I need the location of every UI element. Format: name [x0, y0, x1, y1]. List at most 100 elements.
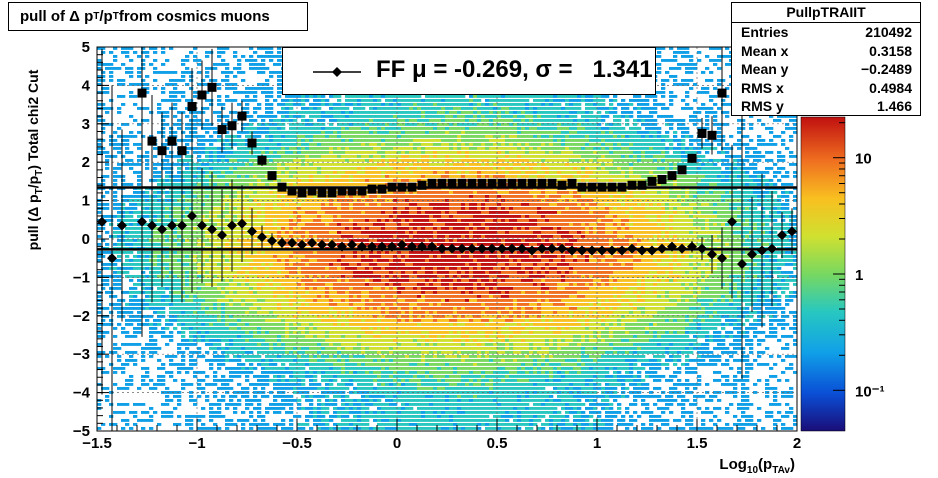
- stats-row-rms-x: RMS x 0.4984: [741, 79, 912, 96]
- sigma-point: [647, 176, 657, 186]
- sigma-point: [277, 182, 287, 192]
- mean-point: [267, 235, 277, 246]
- mean-point: [687, 241, 697, 252]
- sigma-point: [617, 182, 627, 192]
- sigma-point: [457, 178, 467, 188]
- mean-point: [157, 224, 167, 235]
- x-tick-label: 1: [593, 435, 601, 452]
- sigma-point: [427, 178, 437, 188]
- sigma-point: [347, 186, 357, 196]
- mean-point: [357, 241, 367, 252]
- mean-point: [597, 245, 607, 256]
- stats-row-mean-y: Mean y −0.2489: [741, 61, 912, 77]
- mean-point: [577, 245, 587, 256]
- mean-point: [527, 245, 537, 256]
- sigma-point: [227, 121, 237, 131]
- mean-point: [757, 245, 767, 256]
- sigma-point: [447, 178, 457, 188]
- mean-point: [277, 237, 287, 248]
- mean-point: [427, 241, 437, 252]
- sigma-point: [377, 184, 387, 194]
- mean-point: [297, 239, 307, 250]
- mean-point: [627, 243, 637, 254]
- sigma-point: [307, 186, 317, 196]
- y-tick-label: −5: [73, 423, 90, 440]
- sigma-point: [267, 171, 277, 181]
- sigma-point: [407, 182, 417, 192]
- x-tick-label: −1: [188, 435, 205, 452]
- mean-point: [137, 216, 147, 227]
- mean-point: [777, 230, 787, 241]
- sigma-point: [137, 88, 147, 98]
- sigma-point: [567, 178, 577, 188]
- mean-point: [647, 245, 657, 256]
- sigma-point: [337, 186, 347, 196]
- stats-row-entries: Entries 210492: [741, 24, 912, 40]
- mean-point: [187, 210, 197, 221]
- mean-point: [437, 243, 447, 254]
- mean-point: [167, 220, 177, 231]
- sigma-point: [317, 188, 327, 198]
- sigma-point: [657, 174, 667, 184]
- sigma-point: [147, 136, 157, 146]
- sigma-point: [547, 178, 557, 188]
- sigma-point: [667, 171, 677, 181]
- stats-box: PullpTRAIIT Entries 210492 Mean x 0.3158 M…: [731, 2, 921, 116]
- y-axis-label: pull (Δ pT/pT) Total chi2 Cut: [25, 69, 45, 250]
- mean-point: [487, 243, 497, 254]
- mean-point: [207, 224, 217, 235]
- mean-point: [497, 243, 507, 254]
- x-tick-label: −1.5: [82, 435, 112, 452]
- y-tick-label: −4: [73, 385, 91, 402]
- y-tick-label: 1: [82, 193, 90, 210]
- sigma-point: [537, 178, 547, 188]
- mean-point: [607, 245, 617, 256]
- mean-point: [147, 220, 157, 231]
- mean-point: [567, 245, 577, 256]
- y-tick-label: 0: [82, 231, 90, 248]
- sigma-point: [437, 178, 447, 188]
- sigma-point: [477, 178, 487, 188]
- sigma-point: [687, 153, 697, 163]
- z-tick-label: 1: [855, 267, 863, 284]
- sigma-point: [527, 178, 537, 188]
- mean-point: [447, 243, 457, 254]
- mean-point: [557, 243, 567, 254]
- mean-point: [97, 216, 107, 227]
- mean-point: [737, 258, 747, 269]
- mean-point: [457, 243, 467, 254]
- mean-point: [547, 243, 557, 254]
- sigma-point: [327, 188, 337, 198]
- sigma-point: [517, 178, 527, 188]
- mean-point: [667, 241, 677, 252]
- mean-point: [197, 220, 207, 231]
- mean-point: [587, 245, 597, 256]
- sigma-point: [367, 184, 377, 194]
- mean-point: [377, 241, 387, 252]
- mean-point: [307, 237, 317, 248]
- mean-point: [477, 243, 487, 254]
- sigma-point: [217, 125, 227, 135]
- mean-point: [347, 239, 357, 250]
- mean-point: [727, 216, 737, 227]
- z-tick-label: 10: [855, 151, 872, 168]
- sigma-point: [717, 88, 727, 98]
- z-tick-label: 10⁻¹: [855, 383, 885, 400]
- mean-point: [707, 249, 717, 260]
- sigma-point: [207, 82, 217, 92]
- mean-point: [237, 218, 247, 229]
- mean-point: [327, 239, 337, 250]
- mean-point: [517, 243, 527, 254]
- x-tick-label: 2: [793, 435, 801, 452]
- sigma-point: [257, 155, 267, 165]
- sigma-point: [387, 182, 397, 192]
- sigma-point: [357, 186, 367, 196]
- mean-point: [767, 243, 777, 254]
- sigma-point: [677, 165, 687, 175]
- sigma-point: [597, 182, 607, 192]
- sigma-point: [607, 182, 617, 192]
- sigma-point: [287, 186, 297, 196]
- mean-point: [717, 253, 727, 264]
- mean-point: [387, 241, 397, 252]
- sigma-point: [467, 178, 477, 188]
